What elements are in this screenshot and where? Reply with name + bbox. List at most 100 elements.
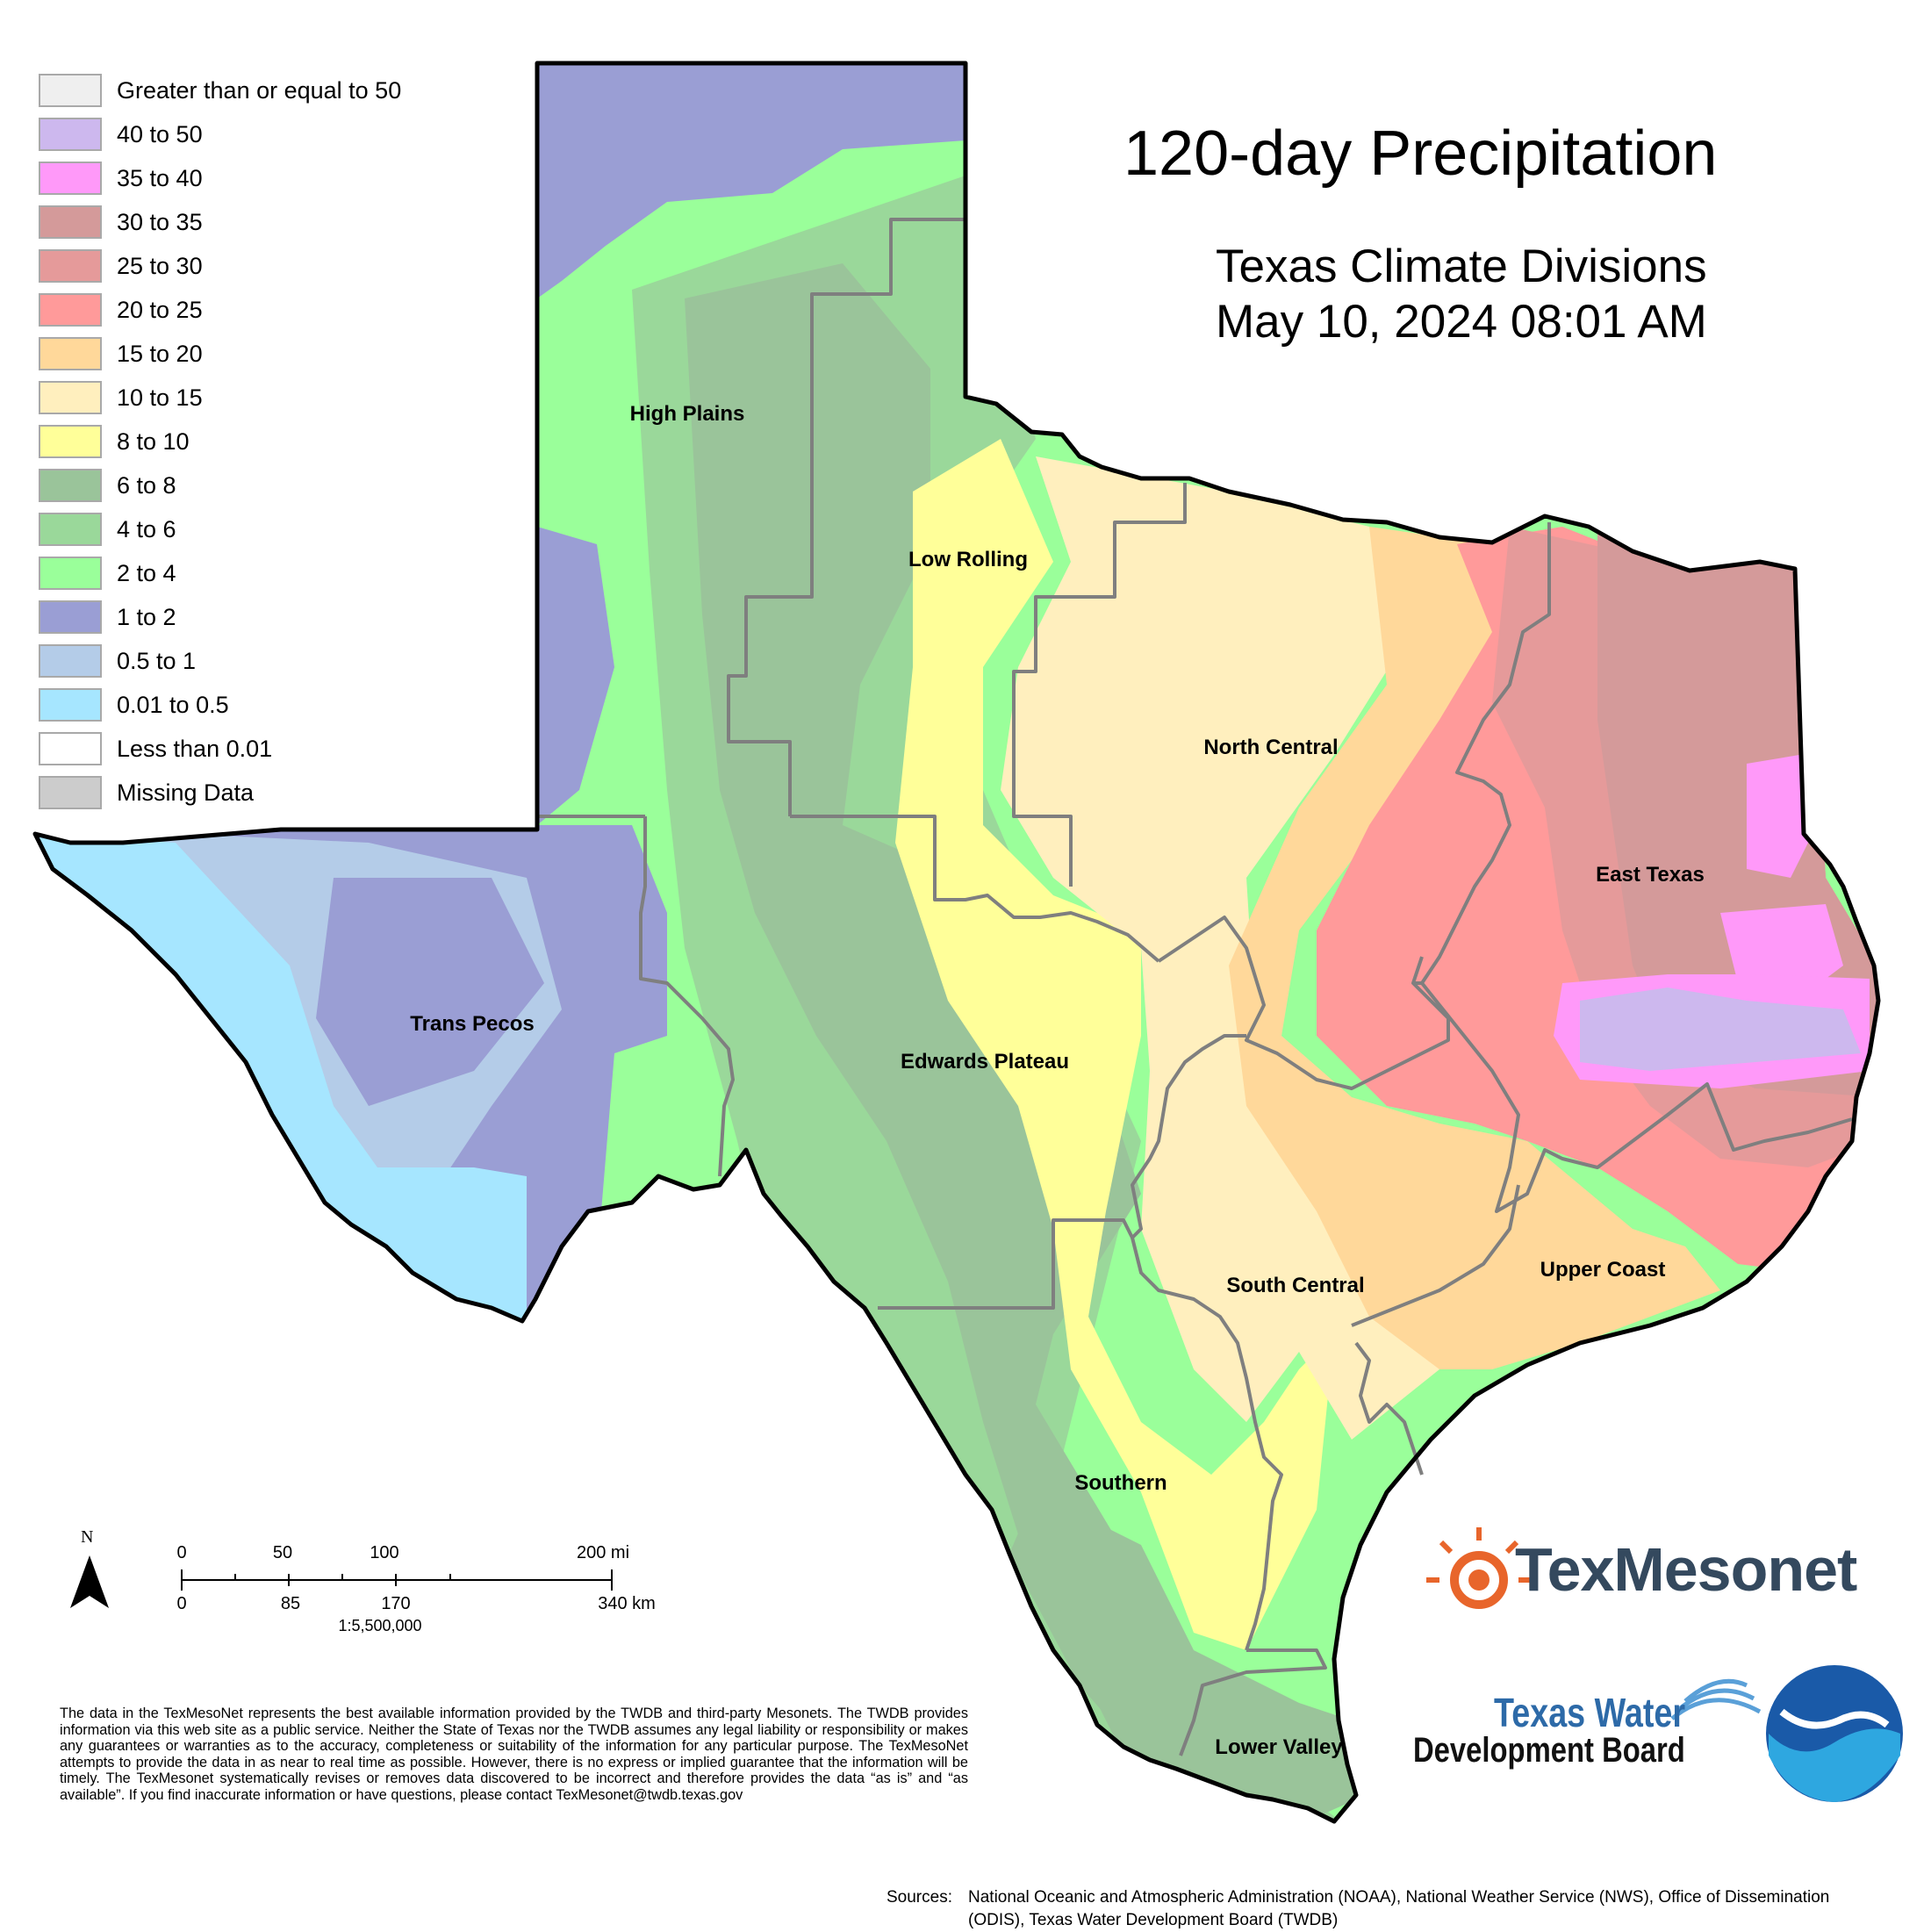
legend-item: 35 to 40: [39, 156, 203, 200]
legend-swatch: [39, 600, 102, 634]
disclaimer-text: The data in the TexMesoNet represents th…: [60, 1706, 968, 1803]
legend-swatch: [39, 162, 102, 195]
legend-label: Missing Data: [117, 779, 255, 806]
noaa-logo-icon: [1766, 1665, 1903, 1802]
legend-label: Greater than or equal to 50: [117, 77, 402, 104]
scale-mi-label: 0: [176, 1543, 187, 1562]
legend-swatch: [39, 557, 102, 590]
legend-label: 25 to 30: [117, 253, 203, 279]
legend-label: 1 to 2: [117, 604, 176, 630]
zone-10-to-15: [1001, 456, 1562, 1440]
legend-label: 30 to 35: [117, 209, 203, 235]
division-line-lowrolling-edwards: [790, 815, 1160, 963]
zone-35-to-40-a: [1747, 755, 1808, 878]
legend-swatch: [39, 688, 102, 722]
division-line-south-central-upper-coast: [1351, 1184, 1520, 1327]
division-line-north-central-east-texas: [1420, 981, 1853, 1213]
legend-item: 10 to 15: [39, 376, 203, 420]
legend-label: 15 to 20: [117, 341, 203, 367]
legend-item: 20 to 25: [39, 288, 203, 332]
legend-swatch: [39, 425, 102, 458]
region-label-low-rolling: Low Rolling: [908, 548, 1028, 571]
legend-item: 1 to 2: [39, 595, 176, 639]
region-label-lower-valley: Lower Valley: [1215, 1735, 1343, 1759]
subtitle-line-2: May 10, 2024 08:01 AM: [1216, 296, 1707, 348]
legend-swatch: [39, 381, 102, 414]
texas-state-outline: [32, 61, 1881, 1824]
zone-8-to-10: [895, 439, 1334, 1650]
division-line-lowrolling-northcentral: [1012, 483, 1187, 887]
north-label: N: [81, 1527, 94, 1547]
scale-km-label: 340 km: [598, 1594, 656, 1613]
legend-label: 2 to 4: [117, 560, 176, 586]
legend-item: 25 to 30: [39, 244, 203, 288]
legend-label: 10 to 15: [117, 384, 203, 411]
twdb-logo-line-2: Development Board: [1413, 1731, 1685, 1770]
legend-swatch: [39, 205, 102, 239]
legend-label: 0.01 to 0.5: [117, 692, 229, 718]
twdb-water-icon: [1670, 1678, 1762, 1720]
legend-swatch: [39, 776, 102, 809]
texmesonet-logo-text: TexMesonet: [1515, 1535, 1857, 1604]
legend-swatch: [39, 293, 102, 327]
legend-item: Missing Data: [39, 771, 254, 815]
scale-mi-label: 100: [370, 1543, 399, 1562]
region-label-south-central: South Central: [1226, 1274, 1365, 1297]
legend-item: Less than 0.01: [39, 727, 272, 771]
legend-label: 40 to 50: [117, 121, 203, 147]
legend-swatch: [39, 644, 102, 678]
region-label-trans-pecos: Trans Pecos: [410, 1012, 535, 1036]
legend-label: 0.5 to 1: [117, 648, 197, 674]
division-line-southern-lower-valley: [1179, 1648, 1327, 1756]
legend-item: 2 to 4: [39, 551, 176, 595]
scale-mi-label: 50: [272, 1543, 293, 1562]
division-line-trans-pecos-edwards: [639, 816, 735, 1177]
zone-1-to-2-transpecos: [316, 878, 544, 1106]
region-label-southern: Southern: [1074, 1471, 1167, 1495]
legend-swatch: [39, 513, 102, 546]
legend-swatch: [39, 732, 102, 765]
zone-1-to-2-panhandle-west: [537, 527, 614, 825]
division-line-north-central-south-central: [1157, 916, 1450, 1090]
legend-label: 4 to 6: [117, 516, 176, 542]
legend-swatch: [39, 249, 102, 283]
division-line-south-central-southern: [1131, 1237, 1283, 1651]
map-subtitle: Texas Climate Divisions May 10, 2024 08:…: [1216, 239, 1848, 349]
scale-km-label: 0: [176, 1594, 187, 1613]
legend-item: Greater than or equal to 50: [39, 68, 401, 112]
division-line-highplains-lowrolling: [727, 218, 966, 816]
zone-4-to-6-south: [1009, 1492, 1356, 1817]
north-arrow-icon: [70, 1555, 109, 1608]
twdb-logo: Texas Water Development Board: [1413, 1689, 1747, 1785]
region-label-north-central: North Central: [1203, 736, 1339, 759]
map-title: 120-day Precipitation: [1123, 119, 1718, 189]
region-label-edwards-plateau: Edwards Plateau: [900, 1050, 1070, 1074]
division-line-edwards-southern: [878, 1034, 1246, 1310]
zone-40-to-50: [1580, 988, 1861, 1071]
sources-text: National Oceanic and Atmospheric Adminis…: [968, 1888, 1830, 1929]
legend-swatch: [39, 469, 102, 502]
subtitle-line-1: Texas Climate Divisions: [1216, 241, 1707, 292]
legend-item: 40 to 50: [39, 112, 203, 156]
legend-item: 30 to 35: [39, 200, 203, 244]
legend-item: 0.01 to 0.5: [39, 683, 229, 727]
texmesonet-logo: TexMesonet: [1439, 1527, 1861, 1624]
division-line-east-texas-west: [1413, 522, 1551, 985]
texmesonet-sun-icon: [1426, 1527, 1532, 1609]
zone-35-to-40-b: [1720, 904, 1843, 992]
zone-1-to-2-panhandle: [537, 63, 966, 298]
division-line-upper-coast-south: [1354, 1341, 1424, 1476]
legend-swatch: [39, 337, 102, 370]
region-label-east-texas: East Texas: [1596, 863, 1705, 887]
legend-label: 6 to 8: [117, 472, 176, 499]
scale-bar-graphic: [181, 1569, 613, 1591]
legend-item: 15 to 20: [39, 332, 203, 376]
scale-km-label: 170: [381, 1594, 411, 1613]
legend-label: 35 to 40: [117, 165, 203, 191]
legend-swatch: [39, 118, 102, 151]
scale-mi-label: 200 mi: [576, 1543, 630, 1562]
region-label-high-plains: High Plains: [629, 402, 745, 426]
legend-label: 20 to 25: [117, 297, 203, 323]
climate-division-lines: [537, 218, 1853, 1756]
legend-item: 8 to 10: [39, 420, 190, 463]
